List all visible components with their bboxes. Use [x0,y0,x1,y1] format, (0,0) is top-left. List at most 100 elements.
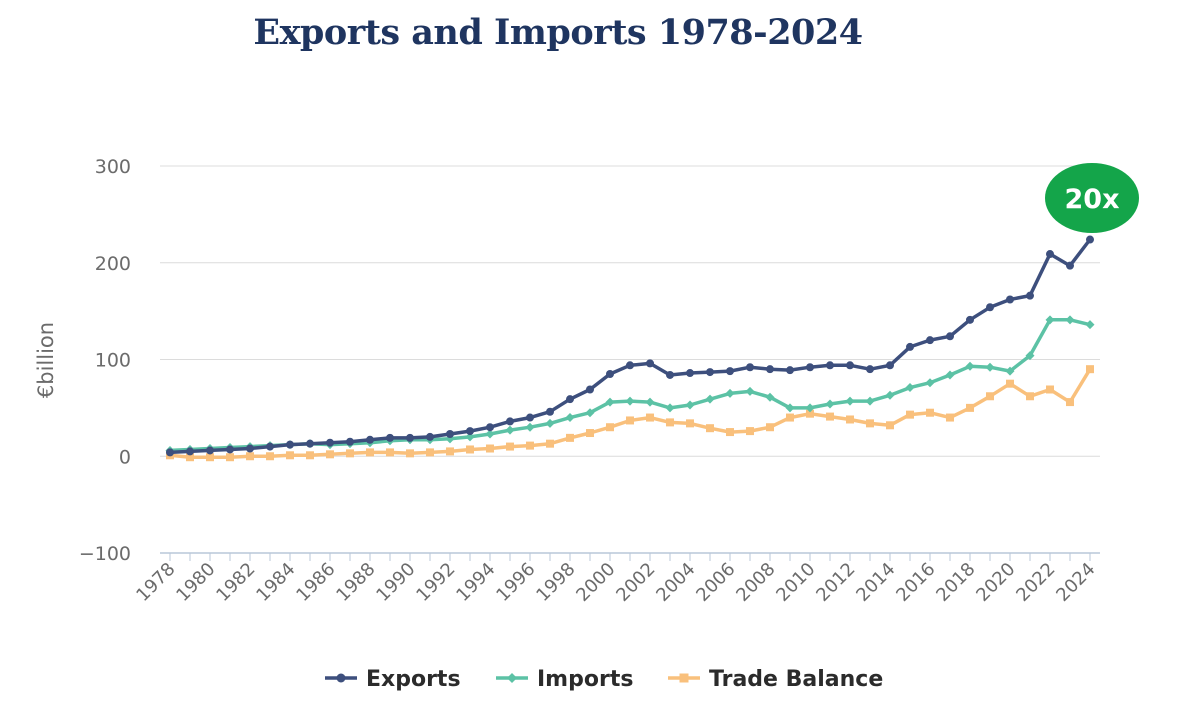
x-tick-label: 2018 [932,559,979,606]
exports-point [306,439,314,448]
y-tick-label: 300 [95,156,131,178]
imports-point [905,383,915,393]
legend-label: Trade Balance [709,667,883,692]
trade-balance-point [406,449,414,458]
trade-balance-point [306,451,314,460]
trade-balance-point [566,433,574,442]
x-tick-label: 2004 [652,559,699,606]
exports-point [686,369,694,378]
trade-balance-point [186,453,194,462]
trade-balance-point [806,409,814,418]
imports-point [705,394,715,404]
x-tick-label: 1998 [532,559,579,606]
x-tick-label: 1984 [252,559,299,606]
trade-balance-point [1066,398,1074,407]
imports-point [965,361,975,371]
exports-point [486,423,494,432]
x-tick-label: 2008 [732,559,779,606]
trade-balance-point [786,413,794,422]
legend-marker [679,673,689,683]
trade-balance-point [886,421,894,430]
exports-point [1006,295,1014,304]
trade-balance-point [766,423,774,432]
trade-balance-point [986,392,994,401]
exports-point [426,432,434,441]
exports-point [366,435,374,444]
trade-balance-point [626,416,634,425]
imports-point [765,392,775,402]
trade-balance-point [826,412,834,421]
imports-point [585,408,595,418]
imports-point [465,432,475,442]
legend-marker [507,673,517,683]
exports-point [266,442,274,451]
exports-point [946,332,954,341]
y-axis-ticks: 300 200 100 0 −100 [79,156,131,565]
trade-balance-point [266,452,274,461]
trade-balance-point [1046,385,1054,394]
exports-point [766,365,774,374]
legend-label: Imports [537,667,633,692]
trade-balance-point [666,418,674,427]
x-tick-label: 2006 [692,559,739,606]
y-tick-label: 0 [119,446,131,468]
trade-balance-point [346,449,354,458]
imports-point [665,403,675,413]
legend-marker [336,673,346,683]
x-tick-label: 1996 [492,559,539,606]
exports-point [1026,291,1034,300]
annotation: 20x [1045,163,1139,233]
trade-balance-point [366,448,374,457]
trade-balance-point [586,429,594,438]
trade-balance-point [206,453,214,462]
trade-balance-point [426,448,434,457]
exports-point [446,429,454,438]
trade-balance-point [926,408,934,417]
imports-point [845,396,855,406]
exports-point [646,359,654,368]
x-tick-label: 2002 [612,559,659,606]
imports-point [545,418,555,428]
grid-lines [160,165,1100,554]
exports-point [566,395,574,404]
exports-point [246,444,254,453]
x-tick-label: 1980 [172,559,219,606]
trade-balance-point [1086,365,1094,374]
x-tick-label: 2000 [572,559,619,606]
trade-balance-point [966,403,974,412]
x-tick-label: 2022 [1012,559,1059,606]
imports-point [1025,351,1035,361]
imports-point [685,400,695,410]
imports-point [725,388,735,398]
imports-point [645,397,655,407]
trade-balance-point [226,453,234,462]
legend: Exports Imports Trade Balance [325,667,883,692]
imports-point [745,386,755,396]
exports-point [406,433,414,442]
exports-point [186,447,194,456]
exports-point [906,342,914,351]
imports-point [825,399,835,409]
imports-point [865,396,875,406]
imports-point [785,403,795,413]
imports-point [1065,315,1075,325]
imports-point [985,362,995,372]
trade-balance-point [486,444,494,453]
trade-balance-point [506,442,514,451]
imports-point [485,429,495,439]
y-axis-title: €billion [34,322,58,398]
series-imports [165,315,1095,455]
exports-point [926,336,934,345]
imports-point [1045,315,1055,325]
x-axis: 1978198019821984198619881990199219941996… [132,553,1100,606]
exports-point [786,366,794,375]
exports-point [206,446,214,455]
legend-item-exports: Exports [325,667,461,692]
x-tick-label: 2010 [772,559,819,606]
exports-point [346,437,354,446]
x-tick-label: 1986 [292,559,339,606]
exports-point [986,303,994,312]
imports-point [805,403,815,413]
x-tick-label: 1992 [412,559,459,606]
